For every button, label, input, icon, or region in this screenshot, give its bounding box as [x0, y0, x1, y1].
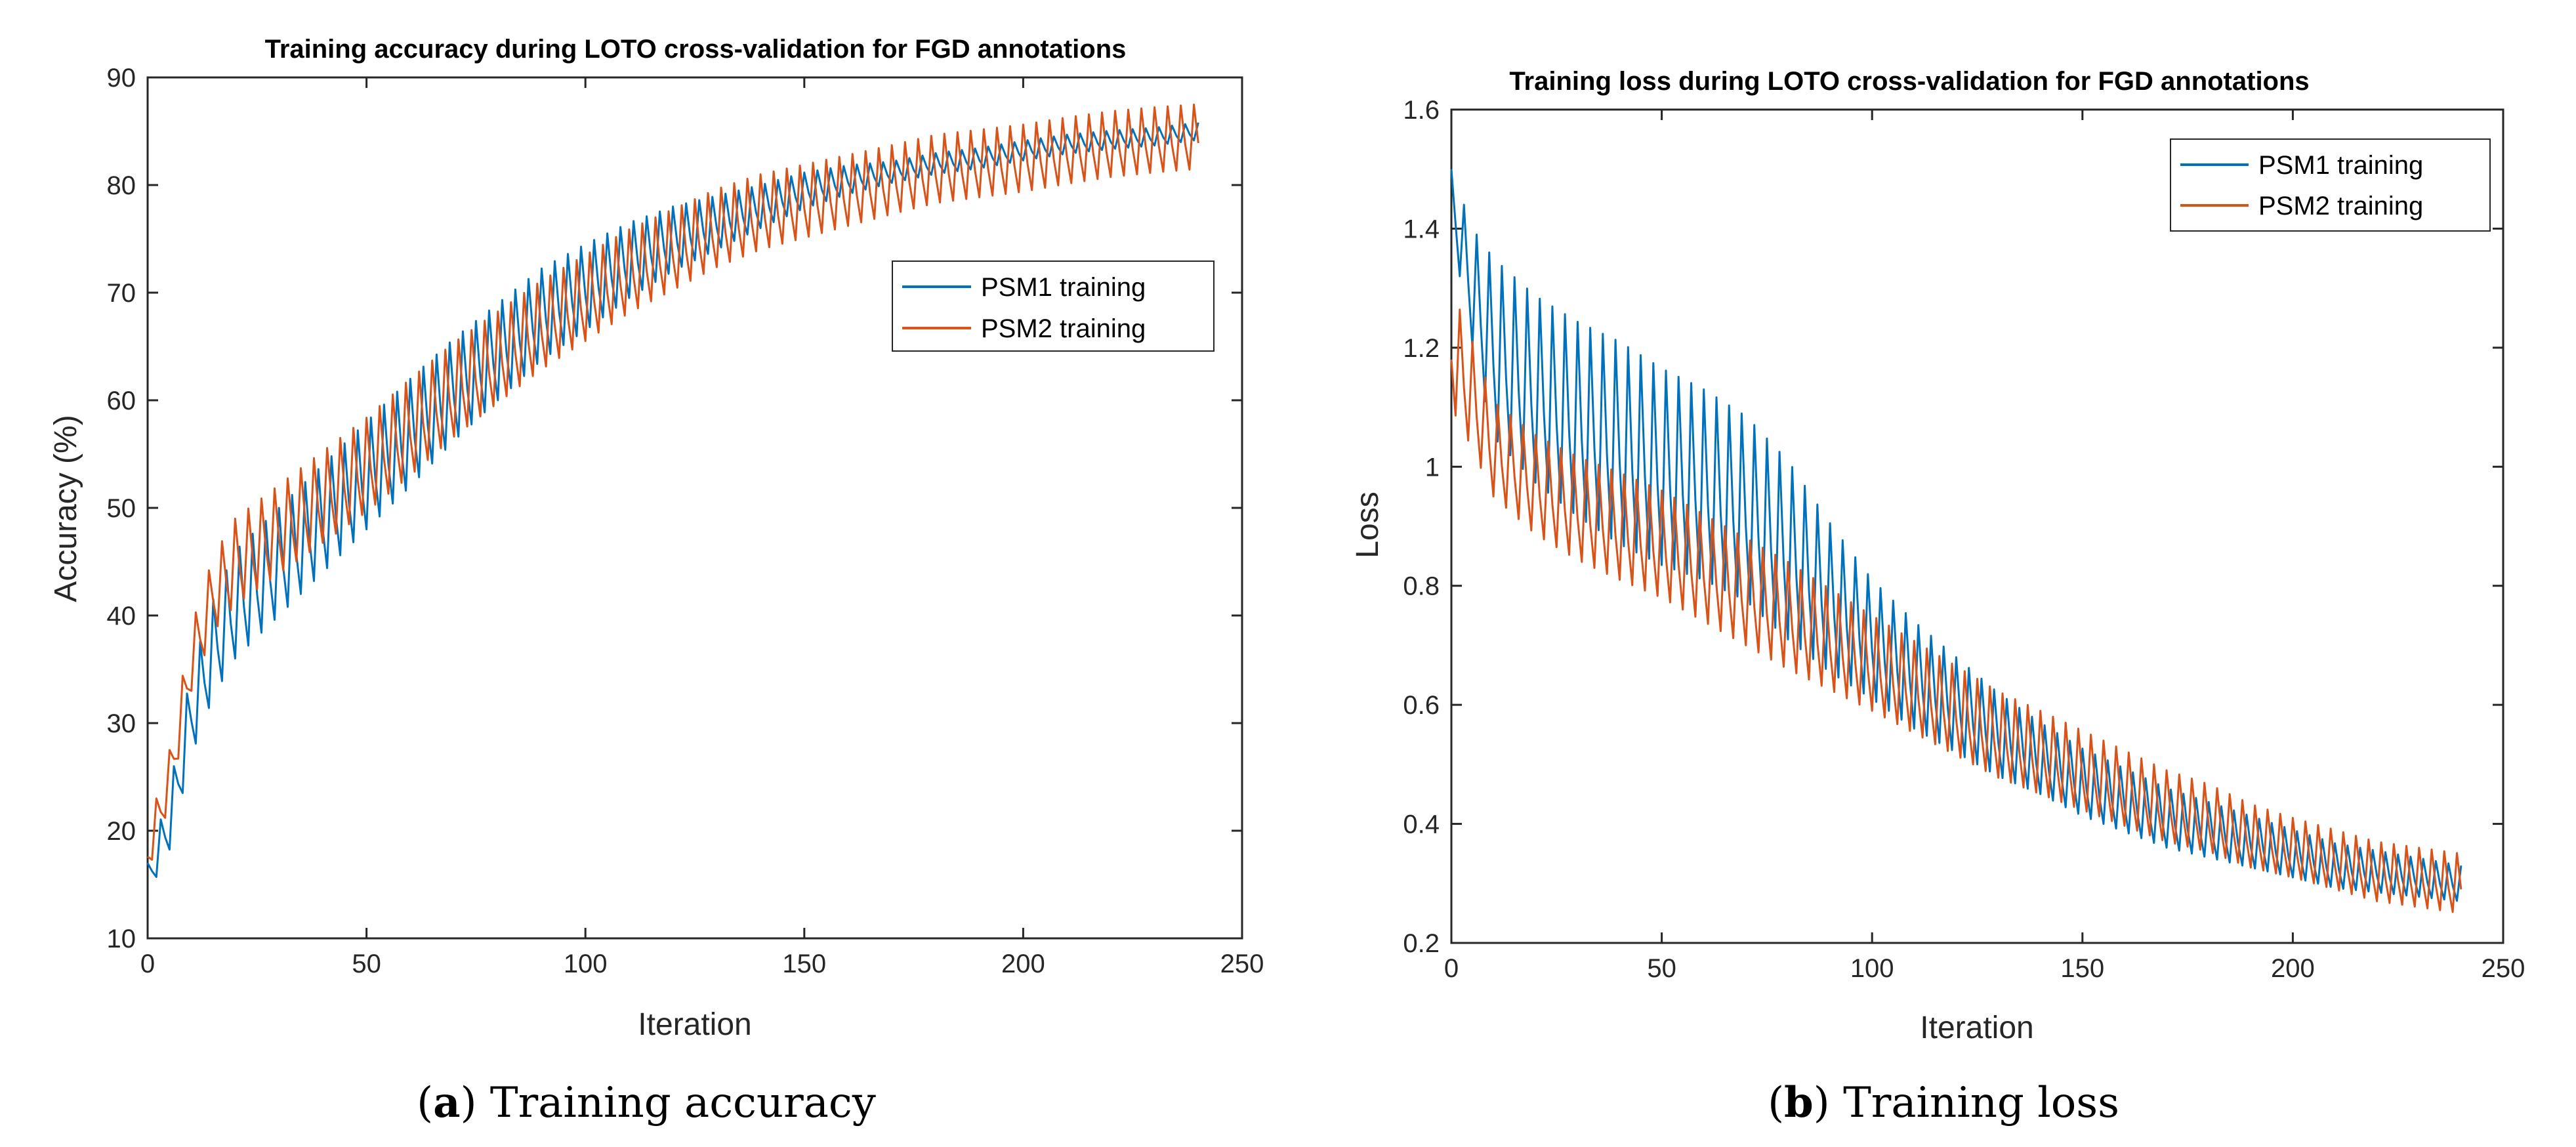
chart-b-ytick-label: 0.8	[1403, 572, 1440, 601]
chart-b-xtick-label: 0	[1444, 954, 1459, 983]
chart-a-series	[146, 103, 1199, 878]
chart-b-xtick-label: 250	[2482, 954, 2525, 983]
chart-loss: Training loss during LOTO cross-validati…	[1350, 67, 2525, 1127]
chart-accuracy: Training accuracy during LOTO cross-vali…	[49, 35, 1264, 1127]
chart-a-legend: PSM1 training PSM2 training	[892, 261, 1215, 352]
chart-b-caption-letter: b	[1784, 1078, 1814, 1127]
chart-b-legend-box	[2170, 138, 2491, 232]
chart-a-legend-psm1-label: PSM1 training	[981, 273, 1146, 302]
chart-b-xtick-label: 200	[2271, 954, 2315, 983]
chart-a-legend-psm2-label: PSM2 training	[981, 314, 1146, 343]
chart-a-xtick-label: 200	[1001, 949, 1045, 978]
chart-a-xtick-label: 150	[782, 949, 826, 978]
chart-a-xtick-label: 0	[140, 949, 155, 978]
chart-b-ytick-label: 0.4	[1403, 810, 1440, 839]
chart-b-ytick-label: 0.6	[1403, 691, 1440, 720]
chart-a-caption-text: Training accuracy	[490, 1079, 876, 1127]
chart-a-ytick-label: 20	[107, 817, 136, 846]
chart-b-caption-text: Training loss	[1843, 1079, 2119, 1127]
chart-b-series	[1450, 169, 2462, 913]
chart-b-ytick-label: 1.2	[1403, 334, 1440, 363]
chart-b-line-psm2-training	[1450, 308, 2462, 913]
chart-b-ytick-label: 1.6	[1403, 96, 1440, 125]
chart-a-xtick-label: 100	[564, 949, 608, 978]
chart-a-ytick-label: 60	[107, 386, 136, 415]
chart-b-xtick-label: 50	[1647, 954, 1676, 983]
chart-b-ylabel: Loss	[1350, 491, 1385, 558]
chart-a-ytick-label: 10	[107, 925, 136, 953]
chart-b-legend-psm1-label: PSM1 training	[2258, 151, 2423, 180]
chart-a-ytick-label: 40	[107, 602, 136, 631]
chart-a-ytick-label: 70	[107, 279, 136, 308]
chart-b-x-ticks: 0 50 100 150 200 250	[1444, 110, 2525, 983]
chart-b-line-psm1-training	[1450, 169, 2462, 902]
chart-b-xtick-label: 100	[1850, 954, 1894, 983]
chart-b-xtick-label: 150	[2060, 954, 2104, 983]
chart-b-caption: (b) Training loss	[1768, 1078, 2119, 1127]
chart-a-y-ticks: 10 20 30 40 50 60 70 80 90	[107, 64, 1242, 953]
chart-a-caption: (a) Training accuracy	[417, 1078, 876, 1127]
chart-b-ytick-label: 1.4	[1403, 215, 1440, 243]
chart-a-ytick-label: 90	[107, 64, 136, 93]
chart-a-xlabel: Iteration	[638, 1007, 751, 1042]
chart-a-ytick-label: 30	[107, 709, 136, 738]
chart-a-ytick-label: 80	[107, 171, 136, 200]
chart-b-ytick-label: 1	[1425, 453, 1440, 482]
chart-b-legend: PSM1 training PSM2 training	[2170, 138, 2491, 232]
chart-a-x-ticks: 0 50 100 150 200 250	[140, 77, 1264, 978]
chart-a-ytick-label: 50	[107, 494, 136, 523]
chart-a-line-psm2-training	[147, 103, 1199, 861]
chart-b-title: Training loss during LOTO cross-validati…	[1509, 67, 2309, 96]
chart-a-ylabel: Accuracy (%)	[49, 415, 83, 602]
chart-b-legend-psm2-label: PSM2 training	[2258, 192, 2423, 220]
chart-a-xtick-label: 250	[1220, 949, 1264, 978]
chart-a-caption-letter: a	[433, 1078, 460, 1127]
chart-b-xlabel: Iteration	[1920, 1011, 2033, 1045]
chart-a-xtick-label: 50	[352, 949, 381, 978]
chart-a-legend-box	[892, 261, 1215, 352]
chart-b-ytick-label: 0.2	[1403, 929, 1440, 958]
chart-a-title: Training accuracy during LOTO cross-vali…	[265, 35, 1127, 64]
